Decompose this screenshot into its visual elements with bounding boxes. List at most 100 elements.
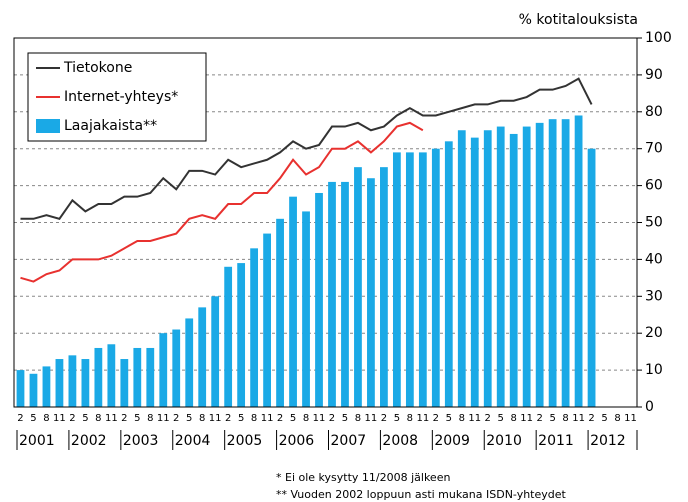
x-tick-label: 11 [53, 413, 66, 424]
y-tick-label: 50 [645, 215, 663, 231]
x-tick-label: 8 [251, 413, 257, 424]
bar [120, 359, 129, 407]
x-tick-label: 11 [261, 413, 274, 424]
bar [289, 196, 297, 407]
x-tick-label: 2 [173, 413, 179, 424]
bar [431, 148, 440, 407]
x-tick-label: 8 [355, 413, 361, 424]
year-label: 2006 [279, 433, 315, 449]
bar [483, 130, 492, 407]
year-label: 2012 [590, 433, 626, 449]
bar [496, 126, 505, 407]
y-tick-label: 0 [645, 399, 654, 415]
bar [263, 233, 271, 407]
x-tick-label: 8 [147, 413, 153, 424]
x-tick-label: 8 [199, 413, 205, 424]
bar [42, 366, 51, 407]
x-tick-label: 2 [485, 413, 491, 424]
x-tick-label: 11 [416, 413, 429, 424]
bar [133, 347, 142, 407]
x-tick-label: 2 [433, 413, 439, 424]
x-tick-label: 5 [186, 413, 192, 424]
x-tick-label: 5 [394, 413, 400, 424]
footnote: * Ei ole kysytty 11/2008 jälkeen [276, 471, 450, 484]
bar [535, 122, 544, 408]
legend-label: Tietokone [63, 60, 132, 76]
bar [224, 266, 233, 407]
y-tick-label: 40 [645, 251, 663, 267]
y-tick-label: 100 [645, 30, 672, 46]
footnote: ** Vuoden 2002 loppuun asti mukana ISDN-… [276, 488, 567, 501]
x-tick-label: 8 [303, 413, 309, 424]
bar [392, 152, 401, 407]
year-label: 2009 [434, 433, 470, 449]
x-tick-label: 8 [511, 413, 517, 424]
bar [548, 119, 557, 408]
x-tick-label: 5 [549, 413, 555, 424]
bar [444, 141, 453, 407]
x-tick-label: 8 [459, 413, 465, 424]
bar [29, 373, 38, 407]
x-tick-label: 11 [313, 413, 326, 424]
y-tick-label: 60 [645, 178, 663, 194]
y-tick-label: 90 [645, 67, 663, 83]
y-tick-label: 20 [645, 325, 663, 341]
x-tick-label: 11 [624, 413, 637, 424]
legend-label: Laajakaista** [64, 118, 157, 134]
x-tick-label: 5 [30, 413, 36, 424]
x-tick-label: 2 [381, 413, 387, 424]
bar [341, 181, 349, 407]
x-tick-label: 8 [614, 413, 620, 424]
x-tick-label: 2 [277, 413, 283, 424]
bar [561, 119, 570, 408]
x-tick-label: 11 [209, 413, 222, 424]
plot-frame [13, 37, 638, 408]
x-tick-label: 8 [43, 413, 49, 424]
bar [94, 347, 103, 407]
y-axis-label: % kotitalouksista [519, 12, 638, 28]
bar [172, 329, 181, 407]
x-tick-label: 8 [407, 413, 413, 424]
y-tick-label: 30 [645, 288, 663, 304]
x-tick-label: 2 [536, 413, 542, 424]
bar [198, 307, 207, 407]
y-tick-label: 10 [645, 362, 663, 378]
x-tick-label: 2 [588, 413, 594, 424]
bar [328, 181, 336, 407]
bar [418, 152, 427, 407]
x-tick-label: 11 [520, 413, 533, 424]
x-tick-label: 11 [468, 413, 481, 424]
bar [470, 137, 479, 407]
bar [457, 130, 466, 407]
x-tick-label: 5 [134, 413, 140, 424]
year-label: 2003 [123, 433, 159, 449]
legend-swatch [36, 119, 60, 133]
year-label: 2011 [538, 433, 574, 449]
bar [211, 296, 220, 407]
x-tick-label: 5 [342, 413, 348, 424]
bar [55, 359, 64, 407]
bar [405, 152, 414, 407]
year-label: 2004 [175, 433, 211, 449]
year-label: 2008 [382, 433, 418, 449]
bar [81, 359, 90, 407]
bar [302, 211, 310, 407]
bar [315, 192, 323, 407]
year-label: 2007 [331, 433, 367, 449]
bar [367, 178, 375, 407]
bar [380, 167, 388, 407]
x-tick-label: 2 [225, 413, 231, 424]
x-tick-label: 2 [329, 413, 335, 424]
x-tick-label: 5 [446, 413, 452, 424]
x-tick-label: 8 [562, 413, 568, 424]
x-tick-label: 11 [157, 413, 170, 424]
x-tick-label: 8 [95, 413, 101, 424]
x-tick-label: 5 [498, 413, 504, 424]
bar [574, 115, 583, 408]
bar [16, 370, 25, 407]
x-tick-label: 5 [290, 413, 296, 424]
x-tick-label: 2 [121, 413, 127, 424]
year-label: 2010 [486, 433, 522, 449]
year-label: 2001 [19, 433, 55, 449]
